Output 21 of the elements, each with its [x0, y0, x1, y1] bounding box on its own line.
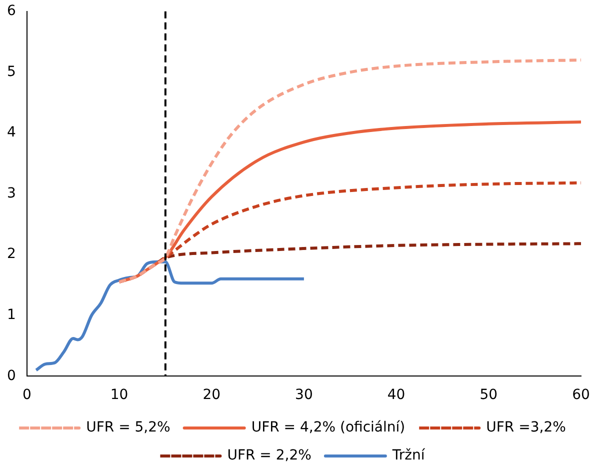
y-tick-label: 5 [6, 64, 16, 80]
x-tick-label: 60 [572, 387, 590, 404]
y-tick-label: 3 [6, 185, 16, 202]
y-tick-label: 4 [6, 124, 16, 141]
line-series [118, 58, 581, 284]
legend-label: UFR = 2,2% [227, 448, 312, 464]
y-tick-label: 0 [6, 368, 16, 384]
line-series [34, 260, 306, 372]
x-tick-label: 40 [387, 387, 406, 404]
legend-label: Tržní [391, 448, 426, 464]
y-tick-label: 6 [6, 3, 16, 20]
x-tick-label: 20 [202, 387, 221, 404]
legend-label: UFR = 4,2% (oficiální) [251, 420, 406, 436]
y-tick-label: 1 [6, 307, 16, 324]
x-tick-label: 10 [110, 387, 128, 404]
x-tick-label: 30 [295, 387, 313, 404]
y-tick-label: 2 [6, 246, 16, 262]
x-tick-label: 0 [22, 387, 32, 404]
legend-label: UFR =3,2% [486, 420, 566, 436]
x-tick-label: 50 [480, 387, 498, 404]
legend-label: UFR = 5,2% [86, 420, 170, 436]
